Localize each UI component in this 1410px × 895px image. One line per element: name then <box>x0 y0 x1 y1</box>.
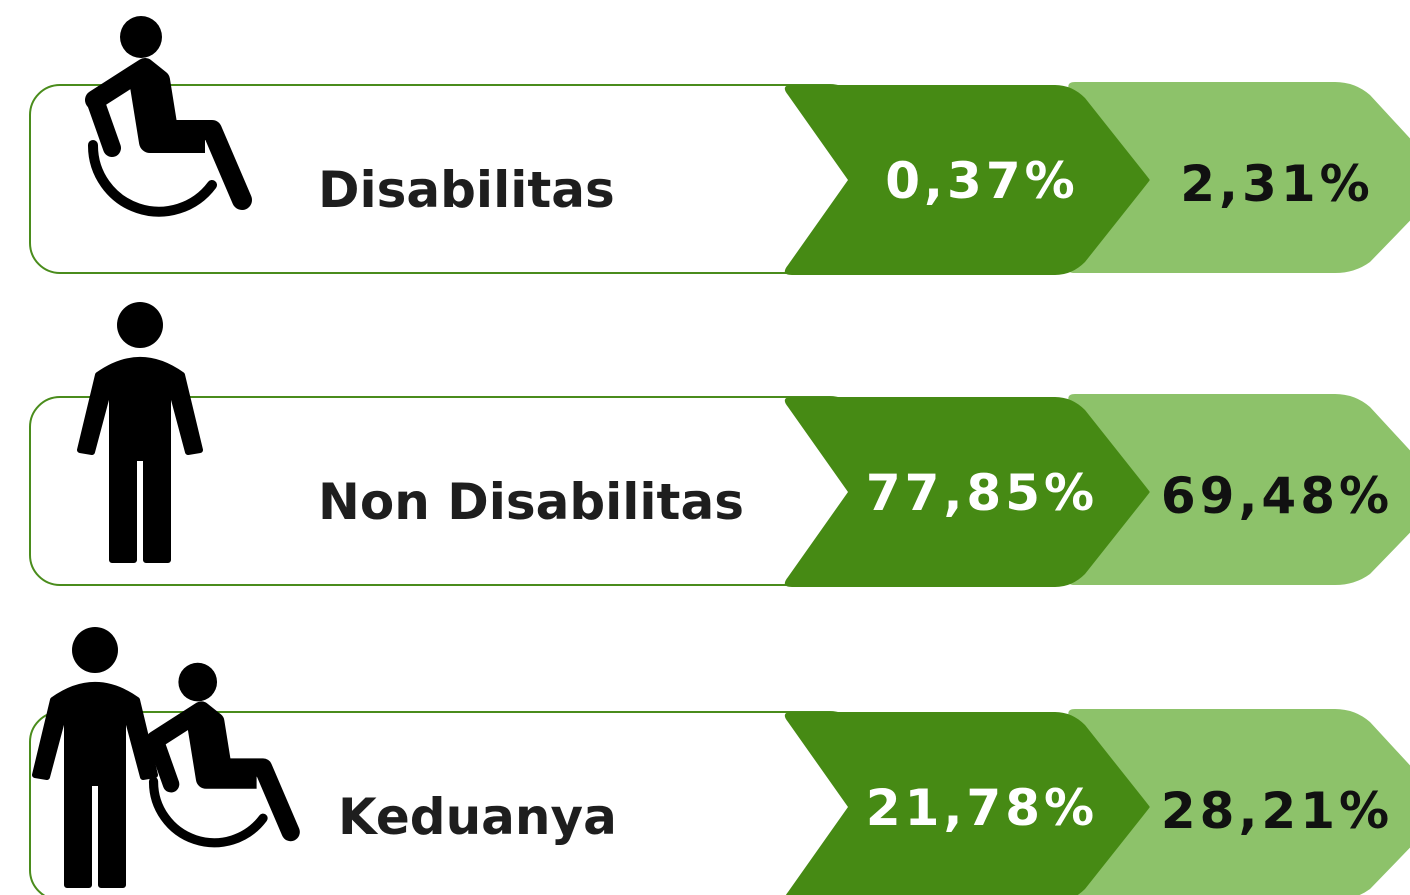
row-label: Non Disabilitas <box>318 473 744 531</box>
chevron-dark <box>784 397 1150 587</box>
value-2: 69,48% <box>1161 467 1393 525</box>
row-label: Keduanya <box>338 788 617 846</box>
value-1: 0,37% <box>885 152 1078 210</box>
row: Non Disabilitas 77,85% 69,48% <box>29 394 1410 587</box>
rows: Disabilitas 0,37% 2,31% Non Disabilitas 77,8… <box>29 82 1410 895</box>
row: Disabilitas 0,37% 2,31% <box>29 82 1410 275</box>
value-1: 77,85% <box>866 464 1098 522</box>
chevron-light <box>1068 709 1410 895</box>
value-2: 28,21% <box>1161 782 1393 840</box>
row: Keduanya 21,78% 28,21% <box>29 709 1410 895</box>
row-label: Disabilitas <box>318 161 615 219</box>
chevron-light <box>1068 82 1410 273</box>
value-1: 21,78% <box>866 779 1098 837</box>
chevron-dark <box>784 85 1150 275</box>
value-2: 2,31% <box>1180 155 1373 213</box>
chevron-dark <box>784 712 1150 895</box>
chevron-light <box>1068 394 1410 585</box>
